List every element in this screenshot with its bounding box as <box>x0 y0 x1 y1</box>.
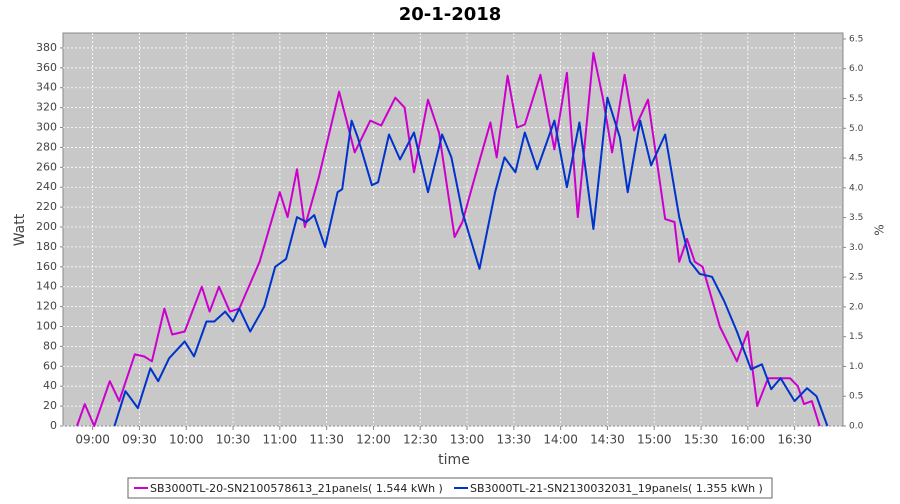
y2-axis-label: % <box>873 224 887 235</box>
y-tick-label: 240 <box>36 180 57 193</box>
y-tick-label: 260 <box>36 160 57 173</box>
y-tick-label: 120 <box>36 300 57 313</box>
x-tick-label: 09:00 <box>75 433 110 447</box>
x-tick-label: 15:30 <box>684 433 719 447</box>
x-tick-label: 16:30 <box>777 433 812 447</box>
x-tick-label: 16:00 <box>731 433 766 447</box>
x-tick-label: 11:00 <box>263 433 298 447</box>
x-tick-label: 12:00 <box>356 433 391 447</box>
y-tick-label: 100 <box>36 320 57 333</box>
y2-tick-label: 3.5 <box>849 213 863 223</box>
series-line <box>76 51 821 427</box>
x-axis-label: time <box>438 452 470 468</box>
y-tick-label: 360 <box>36 61 57 74</box>
y2-tick-label: 6.0 <box>849 64 864 74</box>
y-tick-label: 300 <box>36 121 57 134</box>
y-tick-label: 60 <box>43 359 57 372</box>
x-tick-label: 13:30 <box>497 433 532 447</box>
x-tick-label: 14:30 <box>590 433 625 447</box>
y2-tick-label: 0.0 <box>849 422 864 432</box>
legend <box>127 477 773 499</box>
y-tick-label: 220 <box>36 200 57 213</box>
y-tick-label: 280 <box>36 140 57 153</box>
x-tick-label: 14:00 <box>543 433 578 447</box>
legend-label: SB3000TL-21-SN2130032031_19panels( 1.355… <box>470 482 763 495</box>
x-tick-label: 15:00 <box>637 433 672 447</box>
y-tick-label: 180 <box>36 240 57 253</box>
y2-tick-label: 1.0 <box>849 362 864 372</box>
x-tick-label: 10:00 <box>169 433 204 447</box>
y-tick-label: 80 <box>43 339 57 352</box>
y-tick-label: 40 <box>43 379 57 392</box>
y-tick-label: 200 <box>36 220 57 233</box>
x-tick-label: 10:30 <box>216 433 251 447</box>
y2-tick-label: 1.5 <box>849 332 863 342</box>
y2-tick-label: 5.0 <box>849 124 864 134</box>
y2-tick-label: 2.0 <box>849 302 864 312</box>
x-tick-label: 11:30 <box>309 433 344 447</box>
y2-tick-label: 5.5 <box>849 94 863 104</box>
y2-tick-label: 0.5 <box>849 392 863 402</box>
y2-tick-label: 4.5 <box>849 154 863 164</box>
y2-tick-label: 6.5 <box>849 34 863 44</box>
y-axis-label: Watt <box>12 213 28 246</box>
y-tick-label: 140 <box>36 280 57 293</box>
y-tick-label: 320 <box>36 101 57 114</box>
chart-title: 20-1-2018 <box>399 4 502 25</box>
x-tick-label: 12:30 <box>403 433 438 447</box>
legend-label: SB3000TL-20-SN2100578613_21panels( 1.544… <box>150 482 443 495</box>
y-tick-label: 0 <box>50 419 57 432</box>
y-tick-label: 20 <box>43 399 57 412</box>
x-tick-label: 09:30 <box>122 433 157 447</box>
y2-tick-label: 4.0 <box>849 183 864 193</box>
series-line <box>113 96 829 427</box>
y-tick-label: 380 <box>36 41 57 54</box>
y2-tick-label: 2.5 <box>849 273 863 283</box>
x-tick-label: 13:00 <box>450 433 485 447</box>
y-tick-label: 340 <box>36 81 57 94</box>
y-tick-label: 160 <box>36 260 57 273</box>
y2-tick-label: 3.0 <box>849 243 864 253</box>
